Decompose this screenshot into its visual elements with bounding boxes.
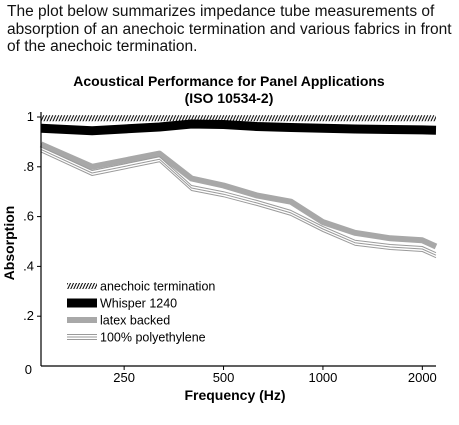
- legend-item-latex-backed: latex backed: [67, 314, 170, 328]
- series-line-100-polyethylene-1: [40, 146, 437, 254]
- series-line-latex-backed: [39, 141, 438, 250]
- y-tick-label: 0: [25, 362, 32, 377]
- x-tick-label: 500: [213, 370, 235, 385]
- legend-label: anechoic termination: [100, 280, 215, 294]
- chart-subtitle: (ISO 10534-2): [185, 90, 274, 106]
- legend: anechoic termination Whisper 1240 latex ba…: [67, 280, 215, 345]
- y-tick-label: .8: [23, 159, 34, 174]
- y-tick-label: .6: [23, 209, 34, 224]
- x-tick-label: 2000: [408, 370, 437, 385]
- y-tick-label: 1: [27, 109, 34, 124]
- legend-swatch: [67, 317, 97, 323]
- legend-item-anechoic-termination: anechoic termination: [67, 280, 215, 294]
- y-tick-label: .4: [23, 258, 34, 273]
- legend-item-100-polyethylene: 100% polyethylene: [67, 331, 206, 345]
- y-tick-label: .2: [23, 308, 34, 323]
- legend-swatch: [67, 283, 97, 289]
- series-latex-backed: [39, 141, 438, 250]
- series-layer: [39, 115, 438, 259]
- axes-layer: 0 .2 .4 .6 .8 1 250 500 1000 2000: [23, 109, 437, 385]
- legend-item-whisper-1240: Whisper 1240: [67, 297, 177, 311]
- legend-label: Whisper 1240: [100, 297, 177, 311]
- legend-label: latex backed: [100, 314, 170, 328]
- x-tick-label: 1000: [308, 370, 337, 385]
- series-line-whisper-1240: [40, 119, 437, 136]
- y-axis-label: Absorption: [1, 206, 17, 281]
- x-axis-label: Frequency (Hz): [184, 387, 285, 403]
- series-100-polyethylene: [40, 146, 437, 259]
- series-line-100-polyethylene-2: [40, 148, 437, 256]
- chart-title: Acoustical Performance for Panel Applica…: [73, 73, 385, 89]
- series-line-100-polyethylene-3: [40, 151, 437, 259]
- legend-label: 100% polyethylene: [100, 331, 206, 345]
- intro-paragraph: The plot below summarizes impedance tube…: [7, 3, 452, 55]
- series-line-anechoic-termination: [41, 115, 436, 122]
- legend-swatch: [67, 334, 97, 340]
- legend-swatch: [67, 298, 97, 308]
- x-tick-label: 250: [113, 370, 135, 385]
- series-whisper-1240: [40, 119, 437, 136]
- series-anechoic-termination: [41, 115, 436, 122]
